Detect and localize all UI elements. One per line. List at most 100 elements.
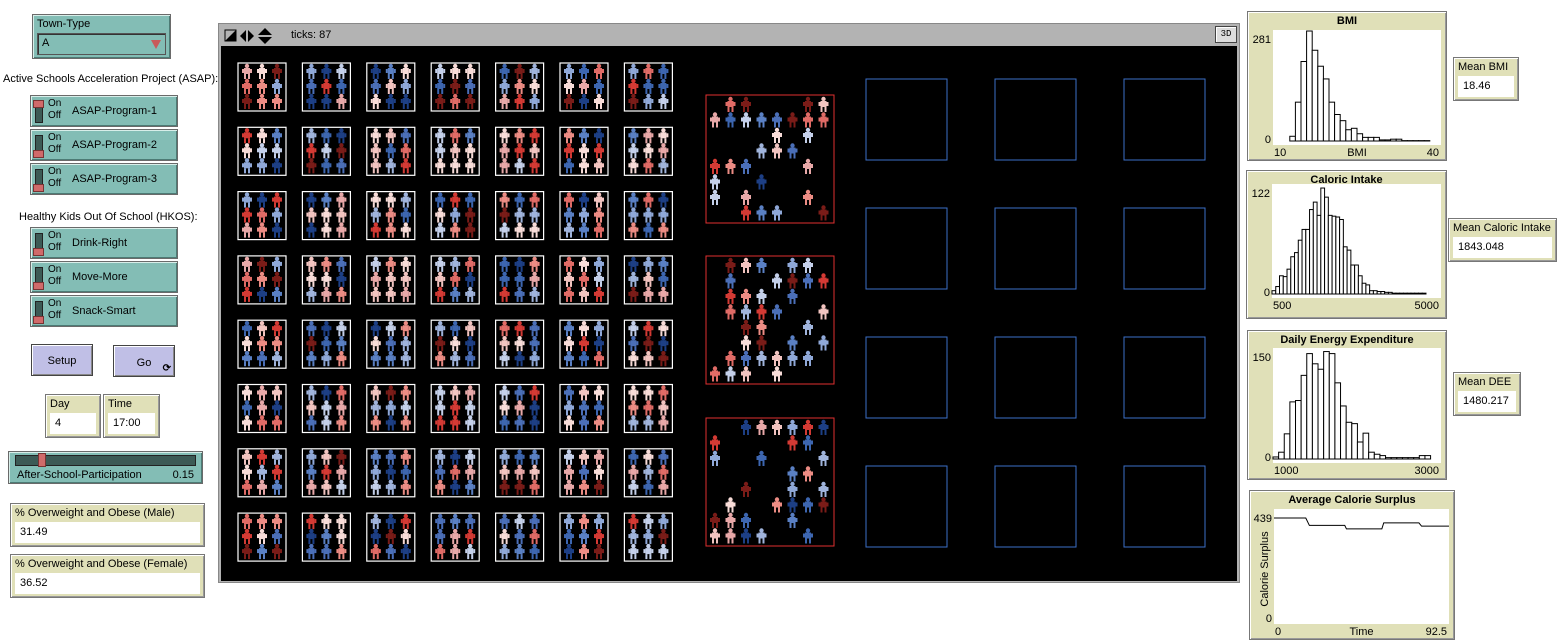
town-type-select[interactable]: A xyxy=(37,33,166,55)
histogram-bar xyxy=(1376,291,1382,295)
person-agent xyxy=(450,286,461,302)
person-agent xyxy=(529,128,540,144)
person-agent xyxy=(306,271,317,287)
person-agent xyxy=(400,256,411,272)
person-agent xyxy=(242,192,252,208)
person-agent xyxy=(370,63,381,79)
histogram-bar xyxy=(1271,290,1277,295)
slider-handle[interactable] xyxy=(38,453,47,467)
histogram-bar xyxy=(1275,286,1281,295)
person-agent xyxy=(628,321,639,337)
after-school-participation-slider[interactable]: After-School-Participation 0.15 xyxy=(8,451,203,484)
switch-label: Drink-Right xyxy=(72,237,128,249)
person-agent xyxy=(435,143,446,159)
switch-knob[interactable] xyxy=(33,150,44,158)
person-agent xyxy=(450,513,461,530)
switch-knob[interactable] xyxy=(33,248,44,256)
person-agent xyxy=(257,158,267,174)
classroom xyxy=(366,126,416,176)
switch-knob[interactable] xyxy=(33,316,44,324)
setup-button[interactable]: Setup xyxy=(31,344,93,376)
person-agent xyxy=(257,256,267,272)
switch-move-more[interactable]: On Off Move-More xyxy=(30,261,178,293)
person-agent xyxy=(643,449,654,465)
switch-knob[interactable] xyxy=(33,282,44,290)
person-agent xyxy=(628,93,639,109)
slider-track[interactable] xyxy=(15,455,196,466)
person-agent xyxy=(242,158,252,174)
person-agent xyxy=(385,528,396,545)
person-agent xyxy=(529,415,540,431)
person-agent xyxy=(336,415,347,431)
x-min-label: 1000 xyxy=(1274,465,1298,477)
person-agent xyxy=(321,449,332,465)
switch-drink-right[interactable]: On Off Drink-Right xyxy=(30,227,178,259)
3d-label: 3D xyxy=(1220,29,1232,39)
person-agent xyxy=(370,464,381,480)
person-agent xyxy=(628,336,639,352)
3d-view-button[interactable]: 3D xyxy=(1215,26,1237,43)
on-label: On xyxy=(48,98,62,109)
person-agent xyxy=(499,128,510,144)
histogram-bar xyxy=(1305,228,1311,295)
person-agent xyxy=(242,336,252,352)
arrows-vertical-icon[interactable] xyxy=(258,28,272,44)
town-type-chooser[interactable]: Town-Type A xyxy=(32,14,171,59)
histogram-bar xyxy=(1300,61,1308,142)
person-agent xyxy=(435,385,446,401)
person-agent xyxy=(514,336,525,352)
person-agent xyxy=(450,400,461,416)
histogram-bar xyxy=(1365,284,1371,295)
switch-asap-program-3[interactable]: On Off ASAP-Program-3 xyxy=(30,163,178,195)
switch-knob[interactable] xyxy=(33,184,44,192)
person-agent xyxy=(787,257,798,273)
person-agent xyxy=(529,479,540,495)
person-agent xyxy=(465,415,476,431)
person-agent xyxy=(643,400,654,416)
classroom xyxy=(366,319,416,369)
person-agent xyxy=(628,271,639,287)
person-agent xyxy=(385,400,396,416)
person-agent xyxy=(242,385,252,401)
histogram-bar xyxy=(1317,368,1325,460)
pan-diagonal-icon[interactable] xyxy=(224,29,237,42)
person-agent xyxy=(514,78,525,94)
mean-bmi-label: Mean BMI xyxy=(1458,61,1509,73)
world-canvas[interactable] xyxy=(221,46,1237,581)
person-agent xyxy=(772,304,782,320)
person-agent xyxy=(465,528,476,545)
classroom xyxy=(623,383,673,434)
person-agent xyxy=(272,464,282,480)
person-agent xyxy=(400,336,411,352)
switch-asap-program-1[interactable]: On Off ASAP-Program-1 xyxy=(30,95,178,127)
switch-asap-program-2[interactable]: On Off ASAP-Program-2 xyxy=(30,129,178,161)
person-agent xyxy=(272,479,282,495)
switch-snack-smart[interactable]: On Off Snack-Smart xyxy=(30,295,178,327)
classroom xyxy=(495,512,545,562)
person-agent xyxy=(529,513,540,530)
person-agent xyxy=(787,143,798,159)
empty-area xyxy=(865,78,948,161)
histogram-bar xyxy=(1361,282,1367,295)
person-agent xyxy=(465,351,476,367)
person-agent xyxy=(272,271,282,287)
time-value: 17:00 xyxy=(108,413,155,434)
person-agent xyxy=(725,112,736,128)
person-agent xyxy=(741,319,751,335)
arrows-horizontal-icon[interactable] xyxy=(240,30,254,42)
switch-knob[interactable] xyxy=(33,100,44,108)
go-button[interactable]: Go ⟳ xyxy=(113,345,175,377)
person-agent xyxy=(803,257,813,273)
person-agent xyxy=(514,192,525,208)
person-agent xyxy=(579,256,589,272)
person-agent xyxy=(741,112,751,128)
histogram-bar xyxy=(1306,353,1313,460)
person-agent xyxy=(741,366,751,382)
world-toolbar: ticks: 87 3D xyxy=(219,24,1239,46)
person-agent xyxy=(370,543,381,560)
person-agent xyxy=(564,400,574,416)
activity-area xyxy=(705,94,835,224)
person-agent xyxy=(370,158,381,174)
calorie-surplus-plot: 439 0 0 92.5 Time Calorie Surplus Average Calo… xyxy=(1249,490,1455,640)
person-agent xyxy=(741,205,751,221)
